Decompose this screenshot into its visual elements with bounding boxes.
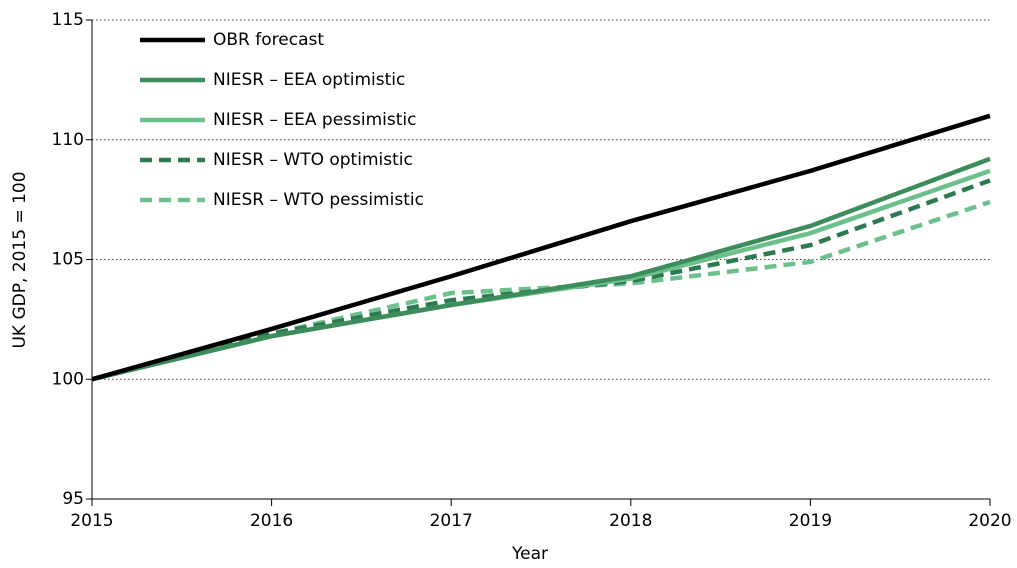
- series-line: [91, 113, 991, 382]
- y-axis-label: UK GDP, 2015 = 100: [10, 171, 30, 348]
- x-tick-label: 2018: [609, 511, 652, 531]
- x-tick-label: 2015: [70, 511, 113, 531]
- series-line: [91, 156, 991, 382]
- x-tick-label: 2020: [968, 511, 1011, 531]
- legend-label: NIESR – WTO optimistic: [213, 150, 413, 170]
- x-axis-label: Year: [511, 544, 548, 564]
- x-tick-label: 2019: [789, 511, 832, 531]
- y-tick-label: 100: [52, 369, 84, 389]
- y-tick-label: 110: [52, 130, 84, 150]
- legend-label: NIESR – EEA optimistic: [213, 70, 405, 90]
- legend-label: OBR forecast: [213, 30, 324, 50]
- y-tick-label: 105: [52, 250, 84, 270]
- legend-label: NIESR – EEA pessimistic: [213, 110, 416, 130]
- x-tick-label: 2017: [430, 511, 473, 531]
- legend-label: NIESR – WTO pessimistic: [213, 190, 424, 210]
- y-tick-label: 115: [52, 10, 84, 30]
- y-tick-label: 95: [62, 489, 84, 509]
- x-tick-label: 2016: [250, 511, 293, 531]
